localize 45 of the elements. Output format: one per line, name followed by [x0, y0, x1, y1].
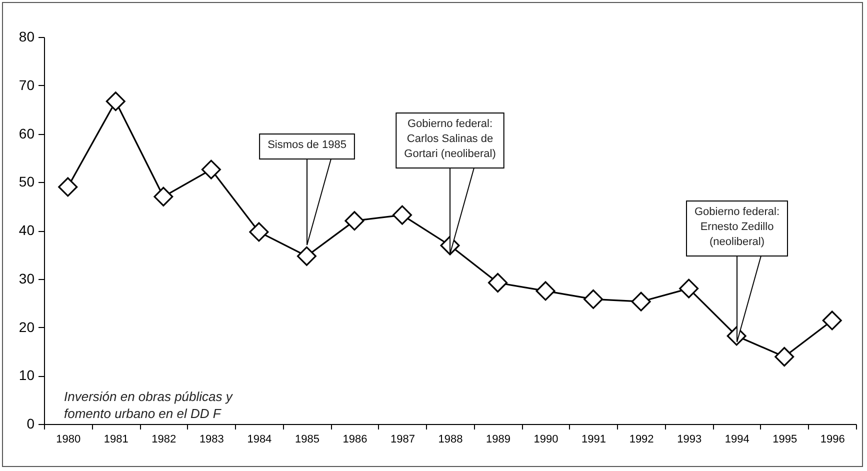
x-tick-label: 1990: [534, 434, 558, 446]
x-tick-label: 1983: [199, 434, 224, 446]
x-tick-label: 1986: [342, 434, 368, 446]
annotation: Inversión en obras públicas y fomento urbano en el DD F: [64, 389, 234, 421]
x-tick-label: 1993: [677, 434, 702, 446]
x-tick-label: 1981: [104, 434, 128, 446]
point: [631, 292, 651, 312]
annotation: Sismos de 1985: [268, 139, 346, 151]
point: [344, 211, 364, 231]
x-tick-label: 1985: [294, 434, 320, 446]
point: [679, 278, 699, 298]
x-tick-label: 1988: [438, 434, 463, 446]
annotation: Gobierno federal: Carlos Salinas de Gortari (neoliberal): [404, 118, 496, 160]
point: [296, 246, 316, 266]
x-tick-label: 1982: [152, 434, 176, 446]
x-tick-label: 1987: [390, 434, 415, 446]
y-tick-label: 40: [18, 222, 35, 238]
x-tick-label: 1992: [629, 434, 654, 446]
y-tick-label: 50: [18, 174, 35, 190]
x-tick-label: 1984: [247, 434, 272, 446]
point: [774, 347, 794, 367]
point: [392, 205, 412, 225]
x-tick-label: 1995: [772, 434, 798, 446]
x-tick-label: 1994: [724, 434, 750, 446]
x-tick-label: 1980: [56, 434, 81, 446]
point: [249, 222, 269, 242]
point: [58, 177, 78, 197]
annotation: Gobierno federal: Ernesto Zedillo (neoliberal): [694, 206, 780, 248]
y-tick-label: 30: [18, 270, 35, 286]
y-tick-label: 0: [26, 416, 35, 432]
point: [154, 186, 174, 206]
y-tick-label: 10: [18, 367, 35, 384]
y-tick-label: 70: [18, 76, 35, 93]
y-tick-label: 80: [18, 28, 35, 44]
point: [822, 310, 842, 330]
point: [201, 160, 221, 180]
point: [106, 92, 126, 112]
point: [584, 289, 604, 309]
point: [536, 281, 556, 301]
x-tick-label: 1991: [582, 434, 606, 446]
x-tick-label: 1996: [820, 434, 845, 446]
x-tick-label: 1989: [486, 434, 511, 446]
y-tick-label: 60: [18, 125, 35, 142]
point: [488, 273, 508, 292]
y-tick-label: 20: [18, 318, 35, 335]
